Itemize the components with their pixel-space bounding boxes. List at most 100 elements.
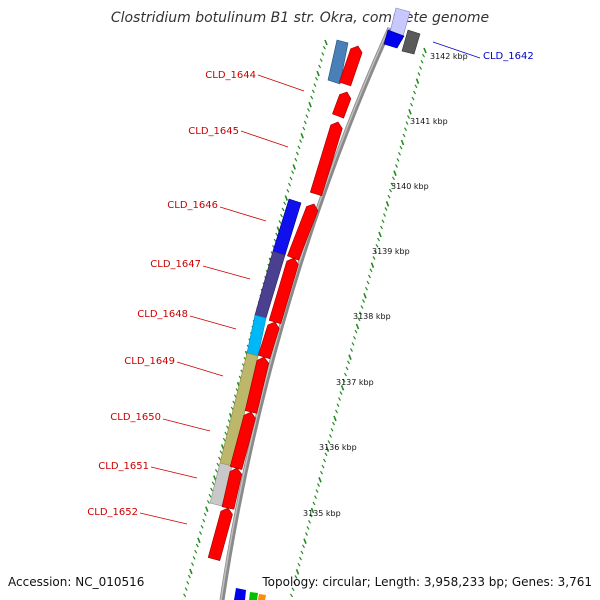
gene-feature-steelblue[interactable]	[327, 39, 349, 85]
inner-tick	[275, 232, 279, 237]
outer-tick	[344, 372, 347, 377]
outer-tick	[336, 403, 340, 408]
inner-tick	[197, 537, 201, 544]
outer-tick	[396, 158, 400, 162]
scale-label-3140: 3140 kbp	[391, 182, 429, 191]
inner-tick	[208, 493, 212, 498]
outer-tick	[300, 550, 304, 555]
inner-tick	[192, 556, 196, 560]
inner-tick	[300, 133, 304, 139]
outer-tick	[299, 556, 302, 561]
forward-gene-arrow[interactable]	[338, 45, 363, 87]
outer-tick	[387, 194, 391, 199]
gene-label-cld1648[interactable]: CLD_1648	[137, 309, 188, 320]
outer-tick	[377, 237, 380, 242]
outer-tick	[360, 305, 364, 309]
inner-tick	[213, 475, 217, 481]
outer-tick	[414, 84, 418, 89]
inner-tick	[321, 52, 325, 56]
inner-tick	[305, 114, 309, 119]
outer-tick	[293, 581, 296, 585]
gene-label-cld1645[interactable]: CLD_1645	[188, 126, 239, 137]
forward-gene-arrow[interactable]	[207, 507, 233, 561]
gene-feature-bottom-blue[interactable]	[234, 588, 246, 600]
scale-labels: 3142 kbp 3141 kbp 3140 kbp 3139 kbp 3138…	[303, 52, 468, 518]
outer-tick	[338, 397, 341, 401]
outer-tick	[350, 348, 353, 352]
inner-tick	[205, 506, 209, 512]
inner-tick	[199, 531, 202, 535]
outer-tick	[310, 507, 315, 514]
inner-tick	[294, 157, 298, 162]
outer-tick	[327, 440, 331, 444]
outer-tick	[392, 176, 395, 181]
gene-feature-bottom-orange[interactable]	[258, 594, 266, 600]
outer-tick	[297, 562, 301, 567]
outer-tick	[410, 102, 413, 107]
gene-feature-blue-arrow[interactable]	[383, 29, 405, 49]
outer-tick	[407, 115, 410, 119]
outer-tick	[294, 575, 298, 579]
inner-tick	[319, 58, 323, 63]
inner-tick	[310, 95, 314, 100]
topology-text: Topology: circular; Length: 3,958,233 bp…	[261, 575, 592, 589]
genome-backbone-highlight	[220, 27, 390, 600]
gene-feature-cld1642[interactable]	[401, 29, 421, 55]
gene-label-cld1642[interactable]: CLD_1642	[483, 51, 534, 62]
outer-tick	[295, 569, 300, 575]
inner-tick	[195, 543, 199, 548]
inner-tick	[203, 512, 207, 517]
accession-text: Accession: NC_010516	[8, 575, 144, 589]
outer-tick	[368, 274, 371, 279]
gene-label-cld1649[interactable]: CLD_1649	[124, 356, 175, 367]
outer-tick	[366, 280, 370, 285]
inner-tick	[189, 568, 193, 575]
outer-tick	[422, 53, 425, 58]
inner-tick	[288, 182, 291, 187]
outer-tick	[320, 470, 323, 475]
forward-gene-arrow[interactable]	[221, 467, 243, 510]
forward-gene-arrow[interactable]	[309, 121, 343, 197]
forward-strand-genes	[207, 45, 363, 561]
forward-gene-arrow[interactable]	[257, 321, 280, 360]
forward-gene-arrow[interactable]	[268, 257, 299, 325]
map-title: Clostridium botulinum B1 str. Okra, comp…	[111, 10, 489, 26]
forward-gene-arrow[interactable]	[287, 203, 319, 261]
outer-tick	[325, 446, 330, 452]
outer-tick	[354, 329, 358, 334]
outer-tick	[347, 360, 350, 365]
forward-gene-arrow[interactable]	[244, 356, 270, 414]
gene-label-cld1647[interactable]: CLD_1647	[150, 259, 201, 270]
outer-tick	[312, 501, 316, 506]
inner-tick	[214, 468, 218, 473]
forward-gene-arrow[interactable]	[332, 91, 352, 119]
outer-tick	[404, 127, 407, 132]
inner-tick	[216, 462, 220, 467]
outer-tick	[405, 121, 409, 125]
gene-label-lines	[139, 41, 481, 525]
gene-label-cld1652[interactable]: CLD_1652	[87, 507, 138, 518]
outer-tick	[359, 311, 362, 316]
inner-tick	[202, 518, 206, 523]
inner-tick	[184, 587, 188, 591]
gene-label-cld1644[interactable]: CLD_1644	[205, 70, 256, 81]
outer-tick	[383, 213, 386, 217]
outer-tick	[413, 90, 416, 95]
gene-label-cld1646[interactable]: CLD_1646	[167, 200, 218, 211]
outer-tick	[315, 489, 319, 493]
outer-tick	[340, 385, 345, 391]
scale-label-3135: 3135 kbp	[303, 509, 341, 518]
inner-tick	[316, 70, 320, 77]
gene-label-cld1651[interactable]: CLD_1651	[98, 461, 149, 472]
inner-tick	[283, 201, 287, 206]
inner-tick	[286, 188, 290, 193]
outer-tick	[384, 207, 388, 211]
outer-tick	[290, 593, 293, 598]
gene-label-cld1650[interactable]: CLD_1650	[110, 412, 161, 423]
outer-tick	[402, 133, 406, 138]
outer-tick	[365, 286, 368, 291]
forward-gene-arrow[interactable]	[229, 411, 256, 470]
outer-tick	[369, 268, 373, 273]
inner-tick	[187, 574, 191, 579]
gene-feature-bottom-green[interactable]	[249, 592, 258, 600]
